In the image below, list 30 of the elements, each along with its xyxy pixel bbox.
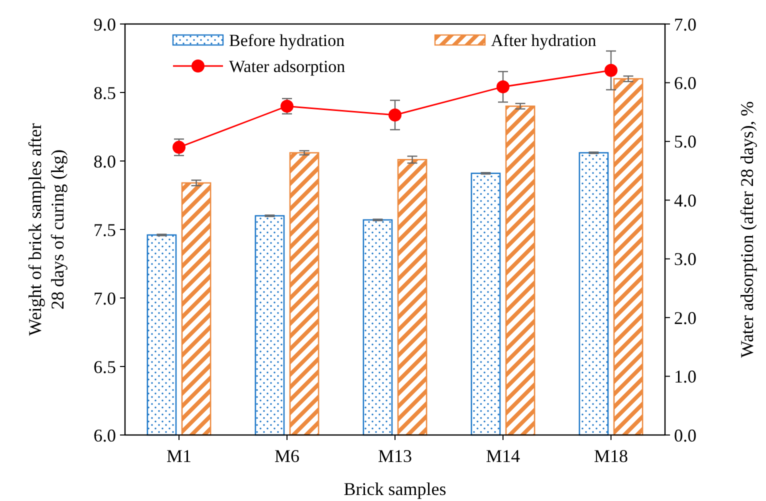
y2-axis-title: Water adsorption (after 28 days), % xyxy=(737,101,757,358)
y2-tick-label: 6.0 xyxy=(674,73,696,94)
point xyxy=(604,64,618,77)
legend-label: After hydration xyxy=(491,31,597,50)
point xyxy=(388,108,402,122)
point xyxy=(172,140,186,154)
y-tick-label: 8.0 xyxy=(94,151,116,172)
y-tick-label: 8.5 xyxy=(94,82,116,103)
y-tick-label: 7.0 xyxy=(94,288,116,308)
y-tick-label: 7.5 xyxy=(94,220,116,240)
y2-tick-label: 7.0 xyxy=(674,14,696,34)
y2-tick-label: 2.0 xyxy=(674,308,696,328)
y2-tick-label: 1.0 xyxy=(674,366,696,387)
legend-label: Before hydration xyxy=(229,31,346,50)
y2-tick-label: 0.0 xyxy=(674,425,696,446)
y2-tick-label: 4.0 xyxy=(674,190,696,210)
x-tick-label: M18 xyxy=(594,446,628,466)
y2-tick-label: 5.0 xyxy=(674,132,696,152)
y-tick-label: 6.0 xyxy=(94,425,116,446)
legend-label: Water adsorption xyxy=(229,57,346,76)
x-tick-label: M13 xyxy=(378,446,412,466)
y2-tick-label: 3.0 xyxy=(674,249,696,270)
y-axis-title: Weight of brick samples after 28 days of curing (kg) xyxy=(25,123,68,336)
y-tick-label: 9.0 xyxy=(94,14,116,34)
x-tick-label: M14 xyxy=(486,446,520,466)
y-tick-label: 6.5 xyxy=(94,356,116,377)
x-tick-label: M1 xyxy=(166,446,192,466)
point xyxy=(496,80,510,94)
x-axis-title: Brick samples xyxy=(344,479,446,499)
x-tick-label: M6 xyxy=(274,446,300,466)
